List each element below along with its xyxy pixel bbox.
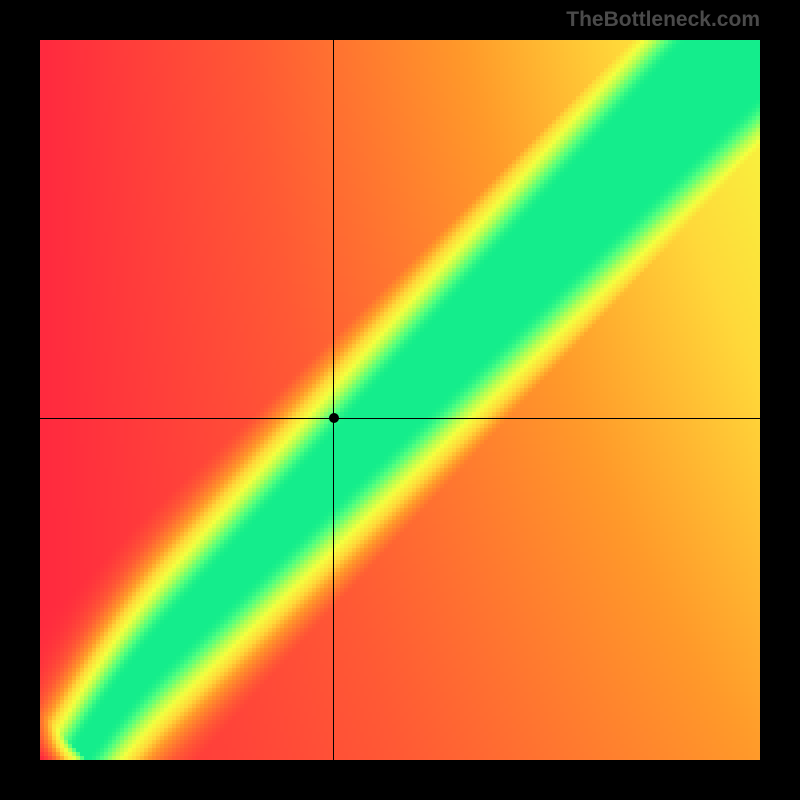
watermark-text: TheBottleneck.com bbox=[566, 8, 760, 32]
data-point-marker bbox=[329, 413, 339, 423]
crosshair-vertical bbox=[333, 40, 334, 760]
crosshair-horizontal bbox=[40, 418, 760, 419]
heatmap-canvas bbox=[40, 40, 760, 760]
chart-container: TheBottleneck.com bbox=[0, 0, 800, 800]
